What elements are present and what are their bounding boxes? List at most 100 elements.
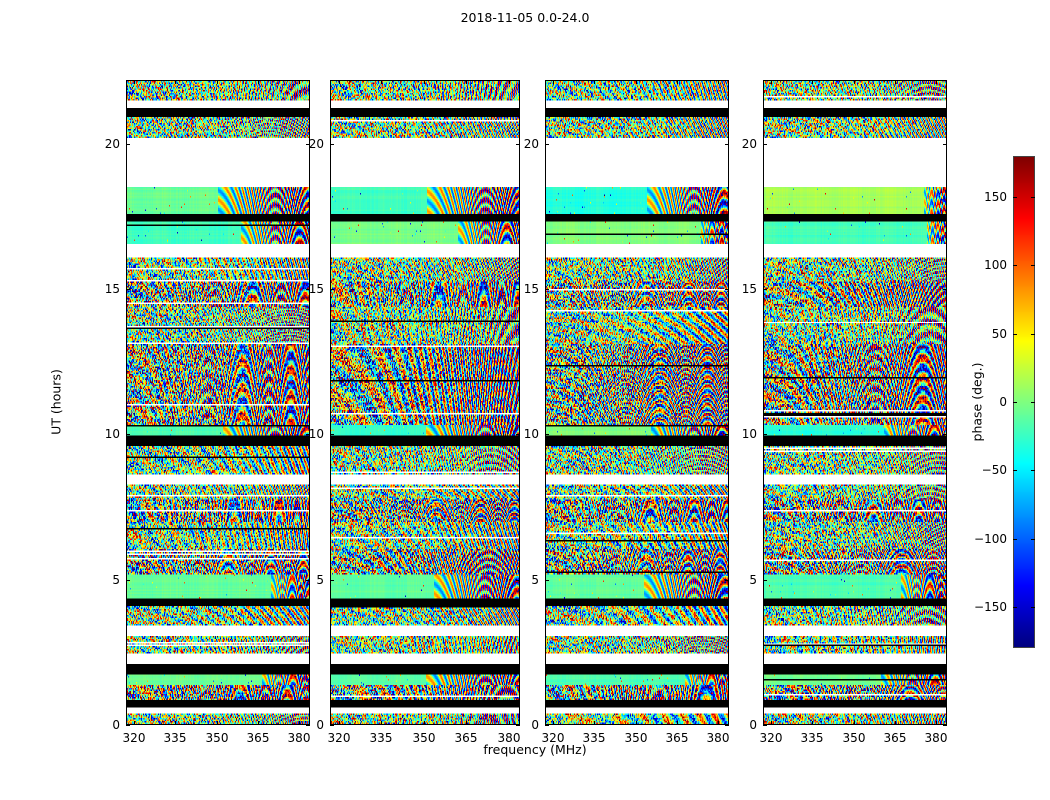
x-tick-mark	[594, 80, 595, 84]
x-tick-mark	[134, 80, 135, 84]
colorbar-tick-mark	[1031, 470, 1035, 471]
x-tick-label: 365	[665, 731, 689, 745]
colorbar-tick-label: −150	[974, 600, 1007, 614]
colorbar-tick-mark	[1013, 470, 1017, 471]
y-tick-mark	[330, 144, 334, 145]
x-tick-label: 350	[842, 731, 866, 745]
y-tick-label: 15	[104, 282, 120, 296]
y-axis-label: UT (hours)	[48, 369, 64, 435]
y-tick-mark	[516, 434, 520, 435]
x-tick-mark	[175, 80, 176, 84]
waterfall-panel-yx[interactable]: YX, V1*V6=EA10*EA09	[763, 80, 947, 725]
colorbar-tick-mark	[1013, 539, 1017, 540]
x-tick-mark	[553, 80, 554, 84]
x-tick-mark	[718, 721, 719, 725]
y-tick-mark	[306, 289, 310, 290]
y-tick-label: 15	[308, 282, 324, 296]
waterfall-image-xy	[546, 81, 728, 724]
y-tick-mark	[943, 289, 947, 290]
colorbar-tick-mark	[1031, 265, 1035, 266]
y-tick-mark	[306, 725, 310, 726]
y-tick-label: 10	[104, 427, 120, 441]
waterfall-panel-xy[interactable]: XY, V1*V6=EA10*EA09	[545, 80, 729, 725]
x-tick-mark	[424, 721, 425, 725]
colorbar-tick-label: 0	[999, 395, 1007, 409]
heatmap-canvas	[764, 81, 946, 724]
y-tick-mark	[725, 434, 729, 435]
colorbar-tick-label: 150	[984, 190, 1007, 204]
colorbar-tick-mark	[1013, 607, 1017, 608]
x-tick-mark	[424, 80, 425, 84]
colorbar-tick-label: 100	[984, 258, 1007, 272]
y-tick-mark	[306, 144, 310, 145]
y-tick-label: 20	[104, 137, 120, 151]
waterfall-panel-xx[interactable]: XX, V1*V6=EA10*EA09	[126, 80, 310, 725]
x-tick-label: 320	[327, 731, 351, 745]
waterfall-image-yy	[331, 81, 519, 724]
y-tick-mark	[306, 580, 310, 581]
y-tick-mark	[330, 580, 334, 581]
y-tick-mark	[516, 580, 520, 581]
x-tick-mark	[677, 721, 678, 725]
y-tick-mark	[545, 289, 549, 290]
y-tick-mark	[516, 725, 520, 726]
y-tick-label: 15	[741, 282, 757, 296]
x-tick-label: 380	[287, 731, 311, 745]
y-tick-mark	[763, 725, 767, 726]
colorbar-gradient	[1014, 157, 1034, 647]
y-tick-label: 15	[523, 282, 539, 296]
y-tick-mark	[943, 580, 947, 581]
x-tick-mark	[217, 80, 218, 84]
x-tick-label: 320	[541, 731, 565, 745]
y-tick-mark	[943, 725, 947, 726]
x-tick-mark	[217, 721, 218, 725]
x-tick-mark	[771, 80, 772, 84]
x-tick-mark	[509, 721, 510, 725]
y-tick-mark	[126, 580, 130, 581]
x-tick-label: 350	[624, 731, 648, 745]
y-tick-label: 10	[741, 427, 757, 441]
waterfall-panel-yy[interactable]: YY, V1*V6=EA10*EA09	[330, 80, 520, 725]
x-tick-mark	[636, 721, 637, 725]
x-axis-label: frequency (MHz)	[483, 742, 587, 757]
y-tick-mark	[516, 144, 520, 145]
y-tick-mark	[545, 144, 549, 145]
x-tick-mark	[936, 80, 937, 84]
colorbar-tick-mark	[1013, 197, 1017, 198]
waterfall-image-xx	[127, 81, 309, 724]
heatmap-canvas	[127, 81, 309, 724]
colorbar-tick-mark	[1031, 197, 1035, 198]
x-tick-mark	[381, 80, 382, 84]
y-tick-mark	[306, 434, 310, 435]
y-tick-label: 20	[741, 137, 757, 151]
y-tick-mark	[725, 725, 729, 726]
x-tick-label: 380	[497, 731, 521, 745]
x-tick-mark	[936, 721, 937, 725]
x-tick-mark	[339, 721, 340, 725]
x-tick-mark	[718, 80, 719, 84]
figure-title: 2018-11-05 0.0-24.0	[460, 10, 590, 25]
y-tick-label: 0	[531, 718, 539, 732]
x-tick-label: 365	[246, 731, 270, 745]
y-tick-mark	[330, 434, 334, 435]
x-tick-label: 350	[205, 731, 229, 745]
x-tick-mark	[812, 721, 813, 725]
colorbar-tick-mark	[1031, 334, 1035, 335]
y-tick-mark	[763, 144, 767, 145]
y-tick-mark	[725, 144, 729, 145]
x-tick-mark	[854, 80, 855, 84]
x-tick-mark	[339, 80, 340, 84]
x-tick-mark	[895, 721, 896, 725]
y-tick-mark	[545, 580, 549, 581]
x-tick-mark	[258, 80, 259, 84]
colorbar-tick-label: −50	[981, 463, 1007, 477]
y-tick-mark	[943, 144, 947, 145]
x-tick-mark	[466, 80, 467, 84]
x-tick-mark	[381, 721, 382, 725]
x-tick-label: 335	[800, 731, 824, 745]
colorbar-tick-mark	[1013, 265, 1017, 266]
x-tick-label: 335	[582, 731, 606, 745]
colorbar-tick-mark	[1013, 334, 1017, 335]
y-tick-label: 20	[523, 137, 539, 151]
colorbar-label: phase (deg.)	[969, 362, 985, 442]
